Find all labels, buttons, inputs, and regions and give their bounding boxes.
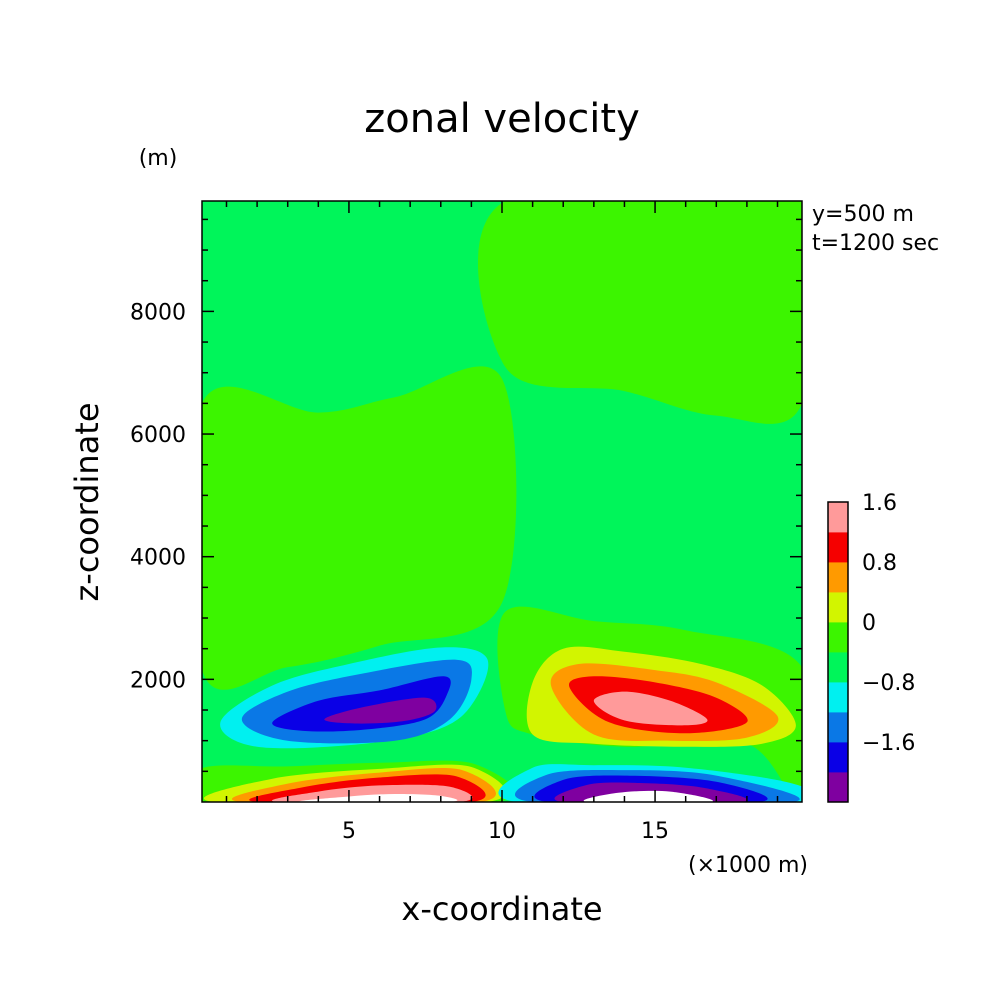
colorbar-label: −0.8 xyxy=(862,671,915,696)
x-axis-label: x-coordinate xyxy=(401,890,602,928)
contour-regions xyxy=(202,201,802,802)
annotation-y: y=500 m xyxy=(812,202,914,227)
y-axis-label: z-coordinate xyxy=(68,402,106,601)
chart-title: zonal velocity xyxy=(364,96,640,142)
y-tick-label: 2000 xyxy=(130,668,186,693)
contour-region-bottom-left-c5 xyxy=(299,793,458,802)
colorbar-swatch xyxy=(828,562,848,593)
y-unit-label: (m) xyxy=(139,146,178,171)
contour-region-bottom-right-c5 xyxy=(584,790,713,802)
colorbar-frame xyxy=(827,501,849,803)
colorbar-swatch xyxy=(828,502,848,533)
colorbar-swatch xyxy=(828,742,848,773)
colorbar-label: 1.6 xyxy=(862,491,897,516)
colorbar-label: −1.6 xyxy=(862,731,915,756)
colorbar-swatch xyxy=(828,532,848,563)
colorbar-swatch xyxy=(828,622,848,653)
annotation-t: t=1200 sec xyxy=(812,231,939,256)
colorbar-swatch xyxy=(828,772,848,803)
colorbar-swatch xyxy=(828,592,848,623)
y-axis: 2000 4000 6000 8000 xyxy=(130,218,802,773)
x-axis: 5 10 15 xyxy=(225,201,779,844)
colorbar-label: 0 xyxy=(862,611,876,636)
y-tick-label: 4000 xyxy=(130,546,186,571)
y-tick-label: 8000 xyxy=(130,300,186,325)
colorbar-label: 0.8 xyxy=(862,551,897,576)
contour-region-left-lobe-c4 xyxy=(324,697,437,724)
colorbar-swatch xyxy=(828,682,848,713)
x-tick-label: 15 xyxy=(641,819,669,844)
x-tick-label: 5 xyxy=(342,819,356,844)
colorbar-swatch xyxy=(828,652,848,683)
x-tick-label: 10 xyxy=(488,819,516,844)
colorbar: −1.6 −0.8 0 0.8 1.6 xyxy=(827,491,915,803)
y-tick-label: 6000 xyxy=(130,423,186,448)
colorbar-swatch xyxy=(828,712,848,743)
contour-region-right-lobe-c4 xyxy=(593,691,708,726)
x-unit-label: (×1000 m) xyxy=(688,853,808,878)
contour-region-positive-upper xyxy=(202,366,517,690)
contour-region-positive-upper-right xyxy=(477,201,802,424)
